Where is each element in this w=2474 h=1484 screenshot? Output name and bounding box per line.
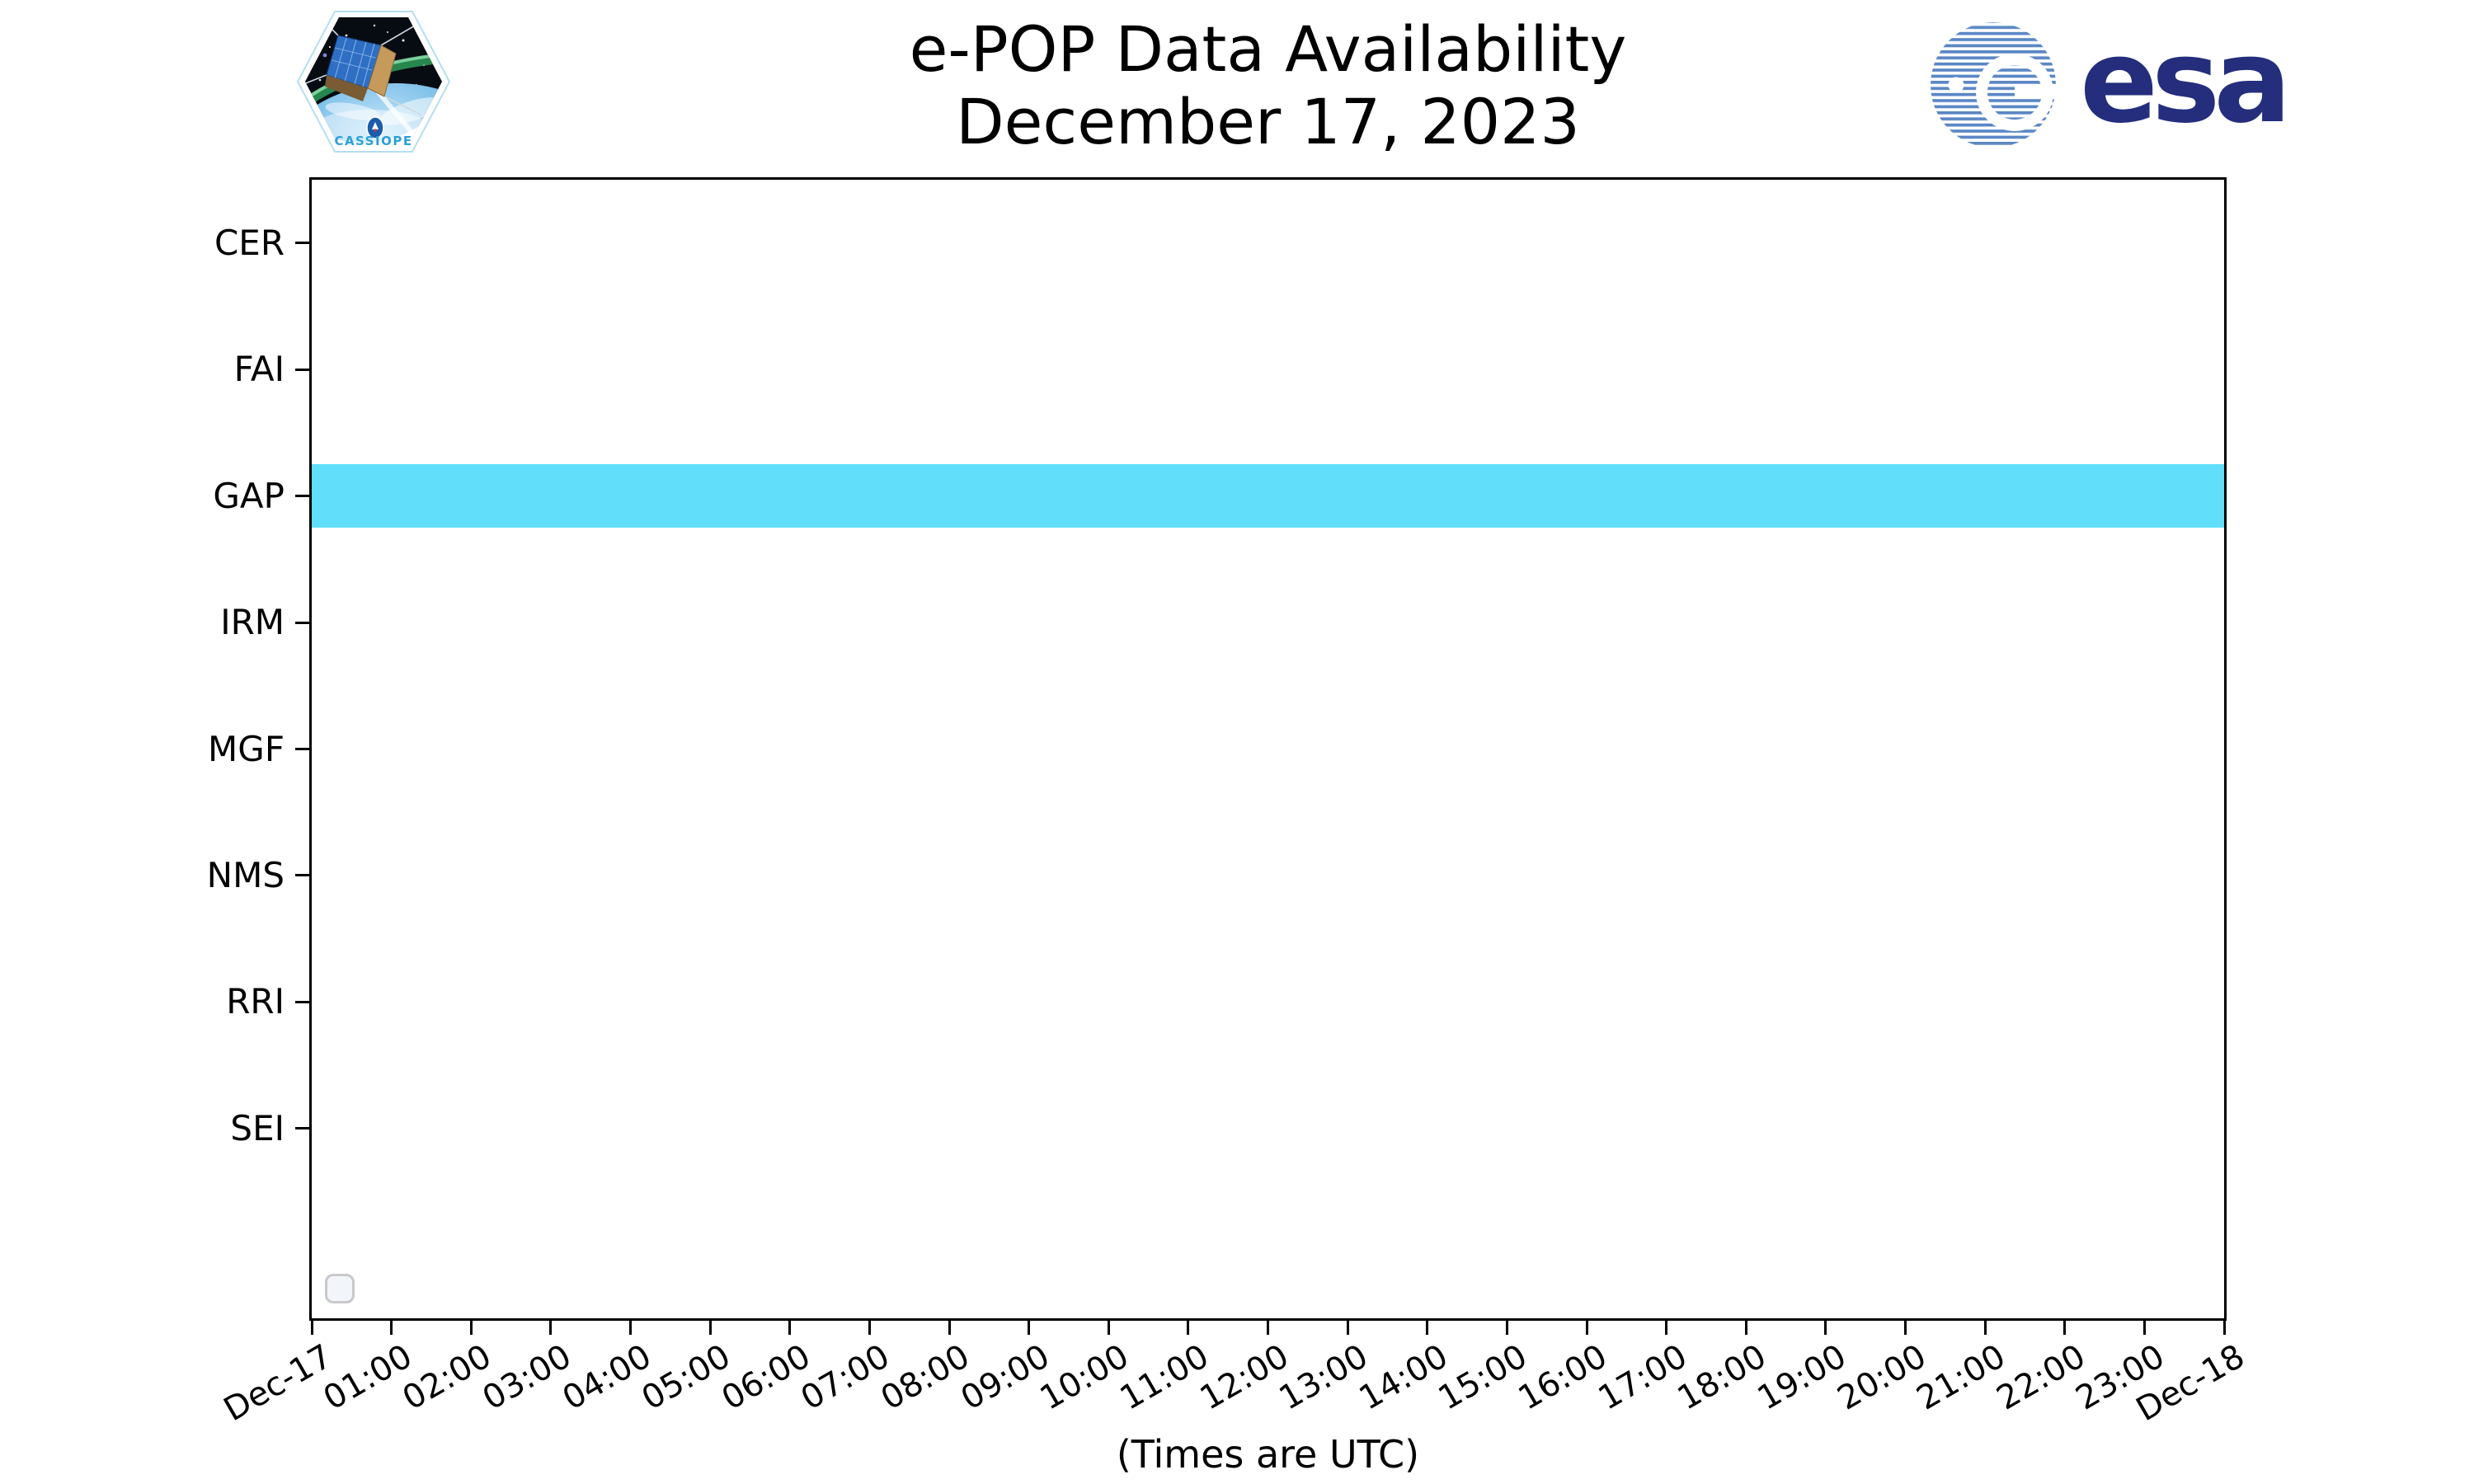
y-tick-label: RRI — [226, 981, 285, 1022]
x-tick-label: 16:00 — [1512, 1337, 1614, 1418]
patch-satellite — [305, 17, 421, 133]
patch-swoosh — [305, 100, 442, 146]
y-tick-label: GAP — [213, 475, 285, 516]
x-tick-label: 20:00 — [1831, 1337, 1932, 1418]
y-tick — [295, 242, 309, 245]
x-tick — [1028, 1321, 1031, 1335]
cassiope-mission-patch: CASSIOPE — [296, 11, 451, 153]
x-tick-label: 13:00 — [1272, 1337, 1375, 1418]
x-tick — [1346, 1321, 1349, 1335]
x-tick-label: 01:00 — [317, 1337, 419, 1418]
x-tick-label: 21:00 — [1910, 1337, 2012, 1418]
x-tick-label: 03:00 — [476, 1337, 578, 1418]
x-tick — [1187, 1321, 1190, 1335]
x-tick-label: 08:00 — [874, 1337, 976, 1418]
plot-area: CER FAI GAP IRM MGF NMS RRI SEI Dec-17 01:00 02:00… — [207, 177, 2251, 1429]
chart-title-line1: e-POP Data Availability — [909, 12, 1627, 86]
y-tick-label: NMS — [206, 854, 285, 895]
x-tick — [1983, 1321, 1987, 1335]
x-tick — [469, 1321, 473, 1335]
x-tick-label: 18:00 — [1671, 1337, 1773, 1418]
esa-globe-icon — [1931, 22, 2058, 148]
x-tick — [1505, 1321, 1508, 1335]
y-tick-label: FAI — [233, 349, 285, 390]
x-tick-label: 17:00 — [1592, 1337, 1694, 1418]
x-tick — [549, 1321, 553, 1335]
x-tick — [868, 1321, 871, 1335]
x-tick — [1824, 1321, 1827, 1335]
x-tick-label: 22:00 — [1990, 1337, 2092, 1418]
cassiope-label: CASSIOPE — [334, 134, 412, 148]
x-tick-label: 19:00 — [1751, 1337, 1853, 1418]
x-tick-label: 02:00 — [396, 1337, 498, 1418]
y-tick — [295, 368, 309, 371]
x-tick — [1426, 1321, 1429, 1335]
x-axis-label: (Times are UTC) — [1116, 1432, 1420, 1477]
y-tick-label: IRM — [220, 602, 285, 643]
esa-wordmark: esa — [2080, 15, 2292, 149]
x-tick-label: 05:00 — [635, 1337, 737, 1418]
legend-box — [325, 1274, 355, 1303]
x-tick — [1744, 1321, 1747, 1335]
y-tick — [295, 1127, 309, 1130]
x-tick — [2142, 1321, 2146, 1335]
x-tick — [1585, 1321, 1588, 1335]
x-tick — [629, 1321, 632, 1335]
x-tick — [2222, 1321, 2226, 1335]
x-tick — [1267, 1321, 1269, 1335]
x-tick-label: 09:00 — [954, 1337, 1056, 1418]
y-tick — [295, 748, 309, 750]
chart-title-line2: December 17, 2023 — [956, 85, 1580, 158]
x-tick-label: 10:00 — [1033, 1337, 1136, 1418]
x-tick-label: 14:00 — [1352, 1337, 1455, 1418]
x-tick-label: 04:00 — [556, 1337, 657, 1418]
y-tick-label: SEI — [230, 1107, 285, 1148]
y-tick — [295, 495, 309, 498]
availability-bar-gap — [312, 464, 2224, 528]
esa-logo: esa — [1928, 13, 2292, 150]
x-tick — [1904, 1321, 1907, 1335]
x-tick — [948, 1321, 951, 1335]
y-tick-label: CER — [214, 222, 285, 263]
x-tick-label: 06:00 — [715, 1337, 817, 1418]
x-tick-label: 12:00 — [1193, 1337, 1295, 1418]
y-tick-label: MGF — [208, 728, 285, 769]
x-tick-label: 15:00 — [1432, 1337, 1534, 1418]
x-tick — [310, 1321, 313, 1335]
x-tick — [788, 1321, 792, 1335]
x-tick-label: 11:00 — [1113, 1337, 1216, 1418]
y-tick — [295, 621, 309, 624]
x-tick — [1665, 1321, 1668, 1335]
x-tick — [2063, 1321, 2067, 1335]
y-tick — [295, 1000, 309, 1003]
x-tick-label: 07:00 — [795, 1337, 896, 1418]
x-tick — [708, 1321, 712, 1335]
x-tick — [1107, 1321, 1110, 1335]
x-tick — [390, 1321, 393, 1335]
chart-title: e-POP Data Availability December 17, 202… — [309, 13, 2227, 158]
y-tick — [295, 874, 309, 877]
